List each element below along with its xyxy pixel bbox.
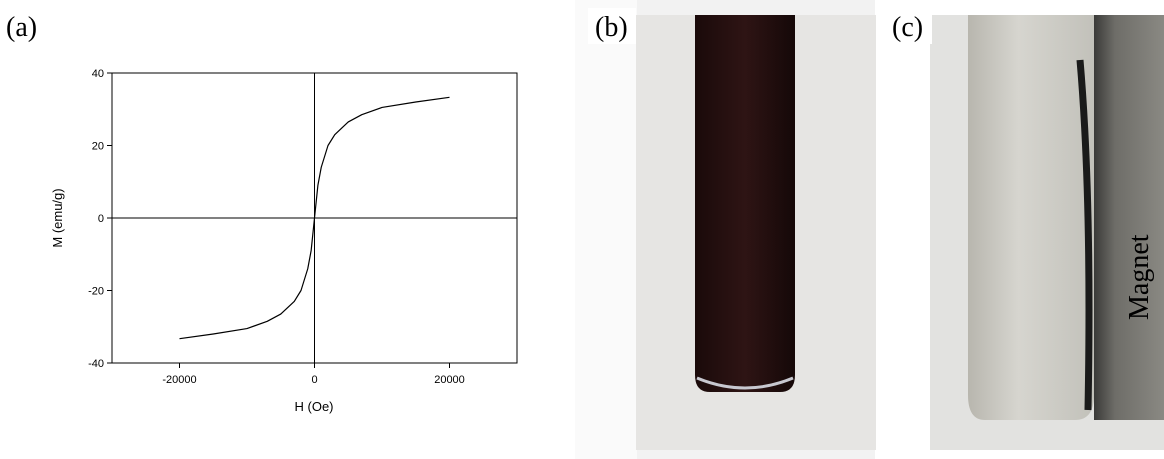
y-tick-label: -20 [88,286,104,298]
panel-label: (c) [892,12,923,43]
label-background [888,8,932,44]
data-line [179,96,450,340]
y-axis-label: M (emu/g) [50,188,65,247]
y-tick-label: -40 [88,358,104,370]
x-axis-label: H (Oe) [295,399,334,414]
magnet [1094,15,1164,420]
vial [968,15,1094,420]
x-tick-label: 20000 [434,374,465,386]
x-tick-label: 0 [311,374,317,386]
panel-label: (a) [6,12,37,43]
label-background [588,8,636,44]
vial [695,15,795,392]
attracted-particles [1076,59,1093,411]
y-tick-label: 40 [92,68,104,80]
magnet-label: Magnet [1124,234,1155,320]
photo-background [575,0,637,459]
x-tick-label: -20000 [162,374,196,386]
plot: -40 -20 0 20 40 -20000 0 20000 [88,68,517,386]
y-tick-label: 0 [98,213,104,225]
panel-label: (b) [595,12,628,43]
y-tick-label: 20 [92,141,104,153]
vial-bottom [696,376,794,390]
